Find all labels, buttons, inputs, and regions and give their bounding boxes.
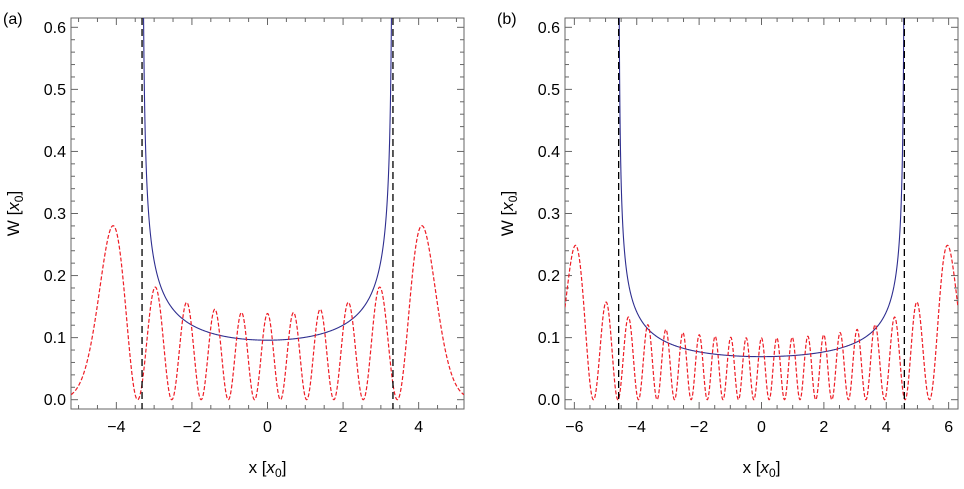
- panel-label: (a): [3, 11, 23, 28]
- y-tick-label: 0.3: [538, 206, 560, 223]
- x-tick-label: −6: [565, 419, 583, 436]
- x-axis-label: x [x0]: [249, 458, 287, 480]
- y-tick-label: 0.5: [538, 82, 560, 99]
- y-axis-label: W [x0]: [4, 191, 26, 236]
- chart-panel-b: −6 −4 −2 0 2 4 6 0.0 0.1 0.2 0.3 0.4 0.5 0.6 x [x0] W […: [497, 11, 959, 480]
- y-tick-label: 0.4: [538, 144, 560, 161]
- chart-panel-a: −4 −2 0 2 4 0.0 0.1 0.2 0.3 0.4 0.5 0.6 x [x0] W [x0]…: [3, 11, 465, 480]
- x-tick-label: 0: [757, 419, 766, 436]
- x-tick-label: 6: [944, 419, 953, 436]
- x-tick-label: −2: [690, 419, 708, 436]
- y-tick-label: 0.1: [538, 330, 560, 347]
- plot-area: [71, 18, 464, 409]
- x-tick-label: 4: [414, 419, 423, 436]
- y-tick-label: 0.0: [44, 392, 66, 409]
- x-tick-label: 2: [339, 419, 348, 436]
- y-tick-label: 0.4: [44, 144, 66, 161]
- y-tick-label: 0.6: [44, 20, 66, 37]
- panel-label: (b): [497, 11, 517, 28]
- classical-density-line: [143, 18, 392, 341]
- x-tick-label: 2: [819, 419, 828, 436]
- quantum-density-line: [565, 244, 958, 401]
- x-tick-label: −2: [183, 419, 201, 436]
- y-tick-label: 0.6: [538, 20, 560, 37]
- quantum-density-line: [71, 225, 464, 401]
- y-tick-label: 0.3: [44, 206, 66, 223]
- x-tick-label: 4: [882, 419, 891, 436]
- y-axis-label: W [x0]: [498, 191, 520, 236]
- y-tick-label: 0.2: [44, 268, 66, 285]
- plot-area: [565, 18, 958, 409]
- y-tick-label: 0.2: [538, 268, 560, 285]
- classical-density-line: [618, 18, 905, 358]
- y-tick-label: 0.5: [44, 82, 66, 99]
- x-axis-label: x [x0]: [743, 458, 781, 480]
- y-tick-label: 0.1: [44, 330, 66, 347]
- x-tick-label: 0: [263, 419, 272, 436]
- x-tick-label: −4: [628, 419, 646, 436]
- y-tick-label: 0.0: [538, 392, 560, 409]
- x-tick-label: −4: [107, 419, 125, 436]
